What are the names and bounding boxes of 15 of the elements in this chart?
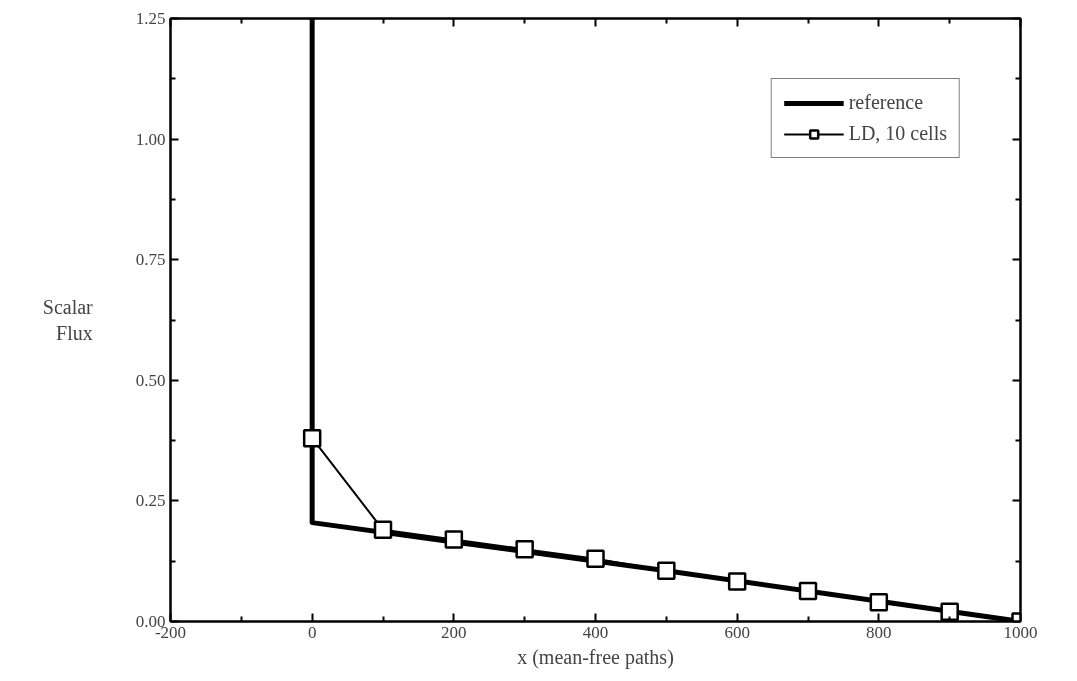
y-tick-label: 0.75 — [135, 250, 166, 270]
x-axis-title: x (mean-free paths) — [517, 645, 674, 669]
x-tick-label: 800 — [866, 622, 892, 642]
y-tick-label: 1.25 — [135, 9, 166, 28]
y-tick-label: 1.00 — [135, 129, 166, 149]
x-tick-label: 400 — [582, 622, 609, 642]
x-tick-label: 200 — [441, 622, 467, 642]
x-tick-label: 0 — [307, 622, 317, 642]
legend-label: reference — [848, 91, 924, 114]
x-tick-label: 600 — [724, 622, 750, 642]
x-tick-label: 1000 — [1003, 622, 1038, 642]
y-tick-label: 0.50 — [135, 370, 166, 390]
legend-label: LD, 10 cells — [848, 122, 947, 145]
y-axis-title: Scalar Flux — [42, 295, 94, 345]
y-tick-label: 0.25 — [135, 491, 166, 511]
